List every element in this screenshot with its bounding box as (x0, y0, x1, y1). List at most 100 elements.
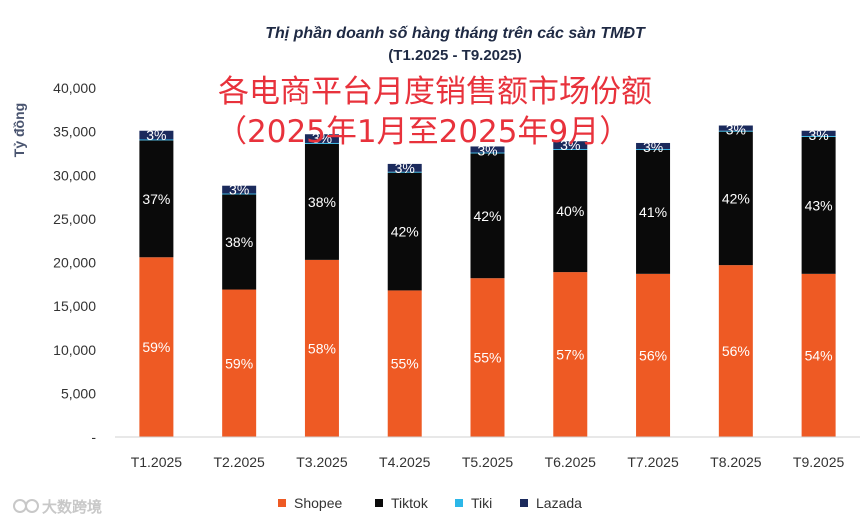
bar-segment-tiktok (718, 131, 753, 266)
data-label-lazada: 3% (229, 182, 249, 198)
chart-title: Thị phần doanh số hàng tháng trên các sà… (265, 25, 646, 42)
overlay-caption-line2: （2025年1月至2025年9月） (216, 114, 630, 150)
data-label-lazada: 3% (146, 127, 166, 143)
data-label-shopee: 54% (805, 347, 833, 363)
data-label-shopee: 57% (556, 347, 584, 363)
legend-entry-tiktok: Tiktok (391, 495, 429, 511)
data-label-tiktok: 38% (308, 194, 336, 210)
bar-segment-lazada (222, 185, 257, 194)
bar-segment-tiktok (387, 172, 422, 291)
data-label-tiktok: 42% (391, 224, 419, 240)
y-tick-label: 15,000 (53, 298, 96, 314)
bar-segment-tiki (139, 139, 174, 141)
legend-entry-shopee: Shopee (294, 495, 342, 511)
y-tick-label: 25,000 (53, 211, 96, 227)
bar-segment-shopee (470, 278, 505, 437)
bar-segment-tiki (387, 171, 422, 173)
x-tick-label: T7.2025 (627, 454, 679, 470)
x-tick-label: T6.2025 (545, 454, 597, 470)
data-label-shopee: 59% (225, 355, 253, 371)
data-label-tiktok: 40% (556, 203, 584, 219)
bar-segment-tiki (470, 152, 505, 154)
bar-segment-tiki (222, 193, 257, 195)
x-tick-label: T1.2025 (131, 454, 183, 470)
data-label-lazada: 3% (395, 160, 415, 176)
y-tick-label: 40,000 (53, 80, 96, 96)
bar-segment-tiktok (553, 149, 588, 273)
legend-swatch-lazada (520, 499, 528, 507)
legend-entry-lazada: Lazada (536, 495, 582, 511)
bar-segment-tiktok (470, 153, 505, 279)
bar-segment-lazada (801, 130, 836, 136)
data-label-lazada: 3% (560, 137, 580, 153)
x-axis-ticks: T1.2025 T2.2025 T3.2025 T4.2025 T5.2025 T6.20… (131, 454, 845, 470)
bar-segment-lazada (553, 141, 588, 150)
y-tick-label: 10,000 (53, 342, 96, 358)
x-tick-label: T8.2025 (710, 454, 762, 470)
legend-swatch-tiktok (375, 499, 383, 507)
bar-segment-tiki (636, 149, 671, 150)
y-tick-label: 5,000 (61, 385, 96, 401)
y-tick-label: 35,000 (53, 124, 96, 140)
watermark-text: 大数跨境 (42, 498, 102, 516)
data-label-lazada: 3% (808, 127, 828, 143)
bar-segment-shopee (553, 272, 588, 437)
bar-segment-tiktok (636, 149, 671, 274)
bar-segment-tiktok (139, 140, 174, 258)
data-label-tiktok: 42% (473, 208, 501, 224)
data-label-tiktok: 37% (142, 191, 170, 207)
y-tick-label: 20,000 (53, 255, 96, 271)
bar-segment-tiki (801, 135, 836, 137)
bar-segment-shopee (387, 290, 422, 437)
data-label-tiktok: 38% (225, 234, 253, 250)
data-label-lazada: 3% (312, 130, 332, 146)
data-label-shopee: 59% (142, 339, 170, 355)
bar-segment-tiki (718, 130, 753, 132)
y-tick-label: 30,000 (53, 167, 96, 183)
data-label-shopee: 55% (473, 350, 501, 366)
data-label-shopee: 56% (722, 343, 750, 359)
bar-segment-tiktok (801, 136, 836, 274)
bar-segment-lazada (718, 125, 753, 131)
data-label-tiktok: 43% (805, 197, 833, 213)
chart-subtitle: (T1.2025 - T9.2025) (388, 47, 521, 64)
bar-segment-tiktok (304, 143, 339, 260)
legend: Shopee Tiktok Tiki Lazada (278, 495, 582, 511)
x-tick-label: T9.2025 (793, 454, 845, 470)
legend-swatch-shopee (278, 499, 286, 507)
x-tick-label: T2.2025 (213, 454, 265, 470)
data-label-lazada: 3% (643, 139, 663, 155)
y-axis-ticks: - 5,000 10,000 15,000 20,000 25,000 30,000 35,0… (53, 80, 96, 445)
legend-swatch-tiki (455, 499, 463, 507)
data-label-tiktok: 42% (722, 190, 750, 206)
data-label-lazada: 3% (477, 142, 497, 158)
data-label-shopee: 55% (391, 356, 419, 372)
data-label-tiktok: 41% (639, 204, 667, 220)
bar-segment-tiktok (222, 194, 257, 290)
bar-segment-lazada (470, 146, 505, 153)
bars-group: 59% 37% 3% 59% 38% 3% 58% 38% 3% 55% 42% 3% 55% 42% 3%… (139, 122, 836, 437)
bar-segment-shopee (139, 257, 174, 437)
bar-segment-shopee (801, 273, 836, 437)
data-label-lazada: 3% (726, 122, 746, 138)
bar-segment-lazada (139, 130, 174, 140)
x-tick-label: T5.2025 (462, 454, 514, 470)
bar-segment-shopee (222, 289, 257, 437)
bar-segment-shopee (636, 273, 671, 437)
data-label-shopee: 58% (308, 340, 336, 356)
y-axis-label: Tỷ đồng (11, 103, 27, 157)
overlay-caption-line1: 各电商平台月度销售额市场份额 (218, 74, 652, 110)
bar-segment-tiki (304, 142, 339, 144)
bar-segment-lazada (387, 163, 422, 172)
bar-segment-lazada (636, 142, 671, 150)
bar-segment-shopee (304, 259, 339, 437)
data-label-shopee: 56% (639, 347, 667, 363)
bar-segment-lazada (304, 134, 339, 143)
legend-entry-tiki: Tiki (471, 495, 492, 511)
bar-segment-shopee (718, 265, 753, 437)
watermark-logo-icon (13, 499, 39, 513)
y-tick-label: - (91, 429, 96, 445)
x-tick-label: T3.2025 (296, 454, 348, 470)
x-tick-label: T4.2025 (379, 454, 431, 470)
